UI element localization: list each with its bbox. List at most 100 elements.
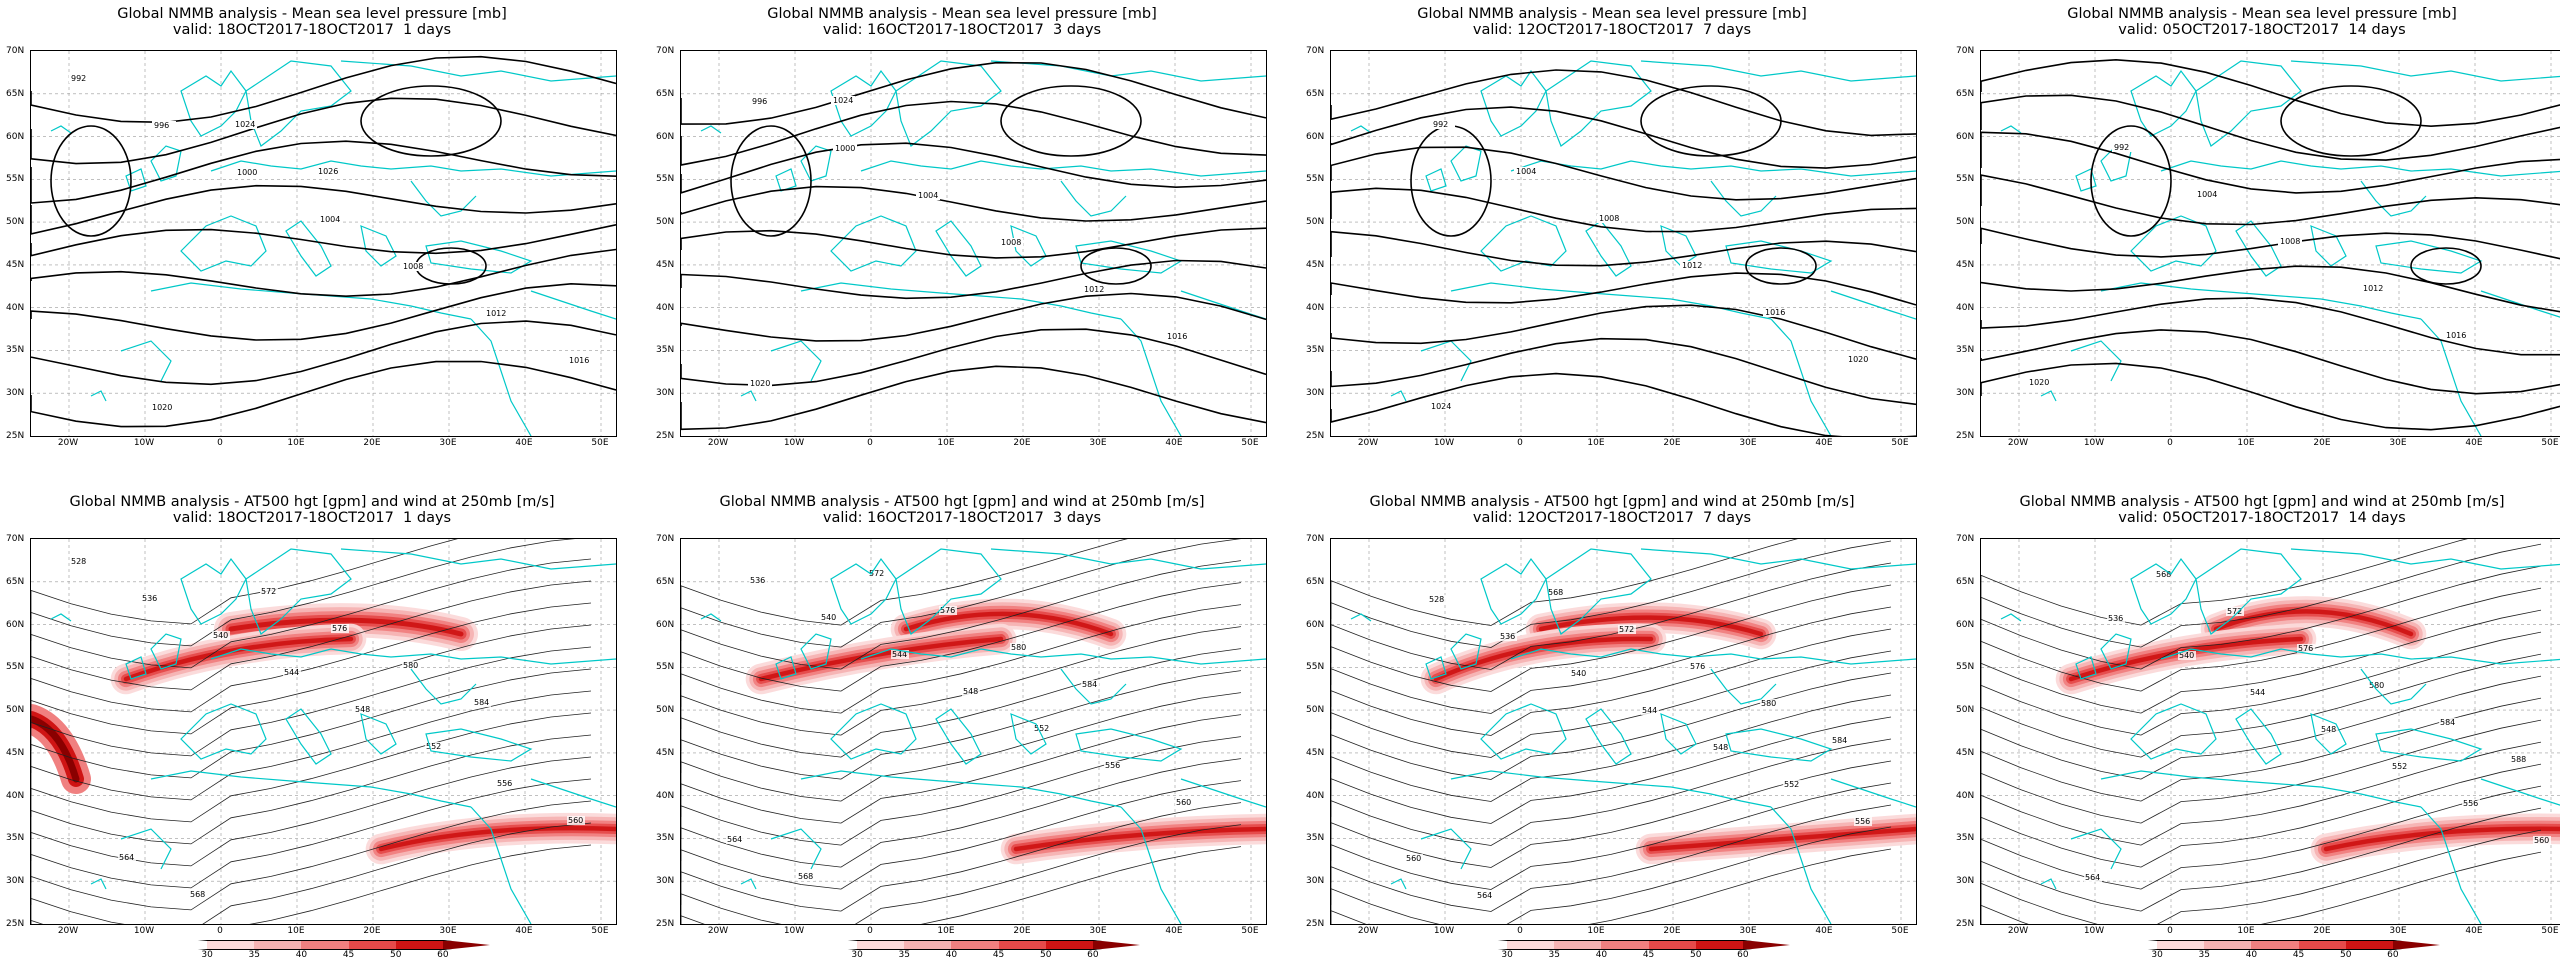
colorbar-swatch [1554, 940, 1602, 950]
latitude-label: 65N [1306, 576, 1325, 587]
map-panel: Global NMMB analysis - Mean sea level pr… [1950, 0, 2560, 480]
panel-valid-period: valid: 05OCT2017-18OCT2017 14 days [2118, 510, 2406, 526]
latitude-label: 25N [1956, 919, 1975, 929]
contour-label: 572 [2227, 607, 2242, 616]
contour-label: 1008 [2280, 237, 2300, 246]
isobar [1331, 230, 1916, 267]
panel-title: Global NMMB analysis - AT500 hgt [gpm] a… [719, 494, 1205, 510]
isobar [1981, 94, 2560, 161]
longitude-label: 10E [2237, 438, 2255, 448]
height-contour [681, 692, 1242, 802]
longitude-label: 30E [1739, 438, 1757, 448]
contour-label: 548 [963, 687, 978, 696]
contour-label: 572 [261, 587, 276, 596]
colorbar-tick-label: 30 [1501, 950, 1513, 960]
height-contour [681, 670, 1242, 780]
latitude-label: 65N [6, 576, 25, 587]
height-contour [31, 712, 592, 823]
longitude-label: 10W [2083, 926, 2105, 936]
latitude-label: 35N [1956, 345, 1975, 356]
isobar [1981, 265, 2560, 313]
map-area: 536 540 544 548 552 556 560 564 568 572 576 580 584 5… [1980, 538, 2560, 925]
jet-streak-shading [745, 598, 1266, 865]
longitude-label: 20W [707, 926, 729, 936]
contour-label: 552 [1784, 780, 1799, 789]
latitude-label: 30N [1956, 388, 1975, 399]
contour-label: 564 [119, 853, 134, 862]
longitude-label: 20E [1663, 438, 1681, 448]
contour-label: 536 [750, 576, 765, 585]
coastlines [1350, 548, 1916, 924]
contour-label: 564 [1477, 891, 1492, 900]
contour-label: 1024 [235, 120, 255, 129]
colorbar-swatch [1695, 940, 1743, 950]
latitude-label: 60N [1306, 131, 1325, 142]
contour-label: 560 [568, 816, 583, 825]
height-contour [31, 734, 592, 845]
colorbar-tick-label: 50 [2339, 950, 2352, 960]
latitude-label: 55N [656, 174, 675, 185]
longitude-label: 40E [1815, 926, 1833, 936]
isobar [1981, 174, 2560, 226]
jet-streak-shading [2055, 596, 2560, 865]
colorbar-tick-label: 45 [342, 950, 355, 960]
contour-label: 548 [355, 705, 370, 714]
height-contour [1331, 540, 1892, 648]
contour-label: 544 [284, 668, 299, 677]
longitude-label: 20W [2007, 438, 2029, 448]
wind-speed-colorbar: 30 35 40 45 50 60 [2110, 940, 2440, 960]
isobar [31, 248, 616, 298]
longitude-label: 10W [1433, 438, 1455, 448]
contour-label: 1020 [750, 379, 770, 388]
map-area: 992 1004 1008 1012 1016 1020 1024 [1330, 50, 1917, 437]
contour-label: 584 [474, 698, 489, 707]
latitude-label: 60N [6, 619, 25, 630]
longitude-label: 10W [133, 926, 155, 936]
latitude-label: 30N [1306, 388, 1325, 399]
latitude-label: 65N [1956, 88, 1975, 99]
longitude-label: 20E [363, 438, 381, 448]
latitude-label: 50N [1956, 217, 1975, 228]
contour-label: 996 [154, 121, 169, 130]
latitude-label: 40N [1956, 790, 1975, 801]
isobar [1981, 297, 2560, 356]
contour-label: 580 [2369, 681, 2384, 690]
graticule [681, 539, 1266, 924]
isobar [1331, 146, 1916, 201]
panel-valid-period: valid: 12OCT2017-18OCT2017 7 days [1472, 510, 1752, 526]
longitude-label: 0 [217, 438, 223, 448]
latitude-label: 25N [1306, 431, 1325, 441]
colorbar-tick-label: 50 [389, 950, 402, 960]
latitude-label: 70N [6, 46, 25, 56]
latitude-label: 50N [6, 705, 25, 716]
latitude-label: 30N [1956, 876, 1975, 887]
latitude-label: 65N [656, 88, 675, 99]
latitude-label: 55N [656, 662, 675, 673]
colorbar-tick-label: 30 [201, 950, 213, 960]
height-contour [681, 714, 1242, 824]
wind-speed-colorbar: 30 35 40 45 50 60 [810, 940, 1140, 960]
panel-title: Global NMMB analysis - AT500 hgt [gpm] a… [1369, 494, 1855, 510]
longitude-label: 20W [1357, 926, 1379, 936]
contour-label: 556 [2463, 799, 2478, 808]
graticule [1981, 51, 2560, 436]
latitude-label: 40N [1306, 790, 1325, 801]
height-contour [681, 648, 1242, 758]
longitude-label: 30E [2389, 438, 2407, 448]
contour-label: 540 [821, 613, 836, 622]
latitude-label: 30N [1306, 876, 1325, 887]
isobar [31, 140, 616, 204]
latitude-label: 55N [6, 174, 25, 185]
colorbar-swatch [810, 940, 858, 950]
map-panel: Global NMMB analysis - AT500 hgt [gpm] a… [1950, 488, 2560, 968]
latitude-label: 30N [6, 388, 25, 399]
coastlines [2000, 548, 2560, 924]
contour-label: 992 [1433, 120, 1448, 129]
contour-label: 1020 [2029, 378, 2049, 387]
height-contour [1981, 631, 2542, 736]
contour-label: 576 [940, 606, 955, 615]
map-area: 528 536 540 544 548 552 556 560 564 568 572 576 580 5… [30, 538, 617, 925]
latitude-label: 40N [1306, 302, 1325, 313]
colorbar-swatch [2251, 940, 2299, 950]
contour-label: 568 [2156, 570, 2171, 579]
